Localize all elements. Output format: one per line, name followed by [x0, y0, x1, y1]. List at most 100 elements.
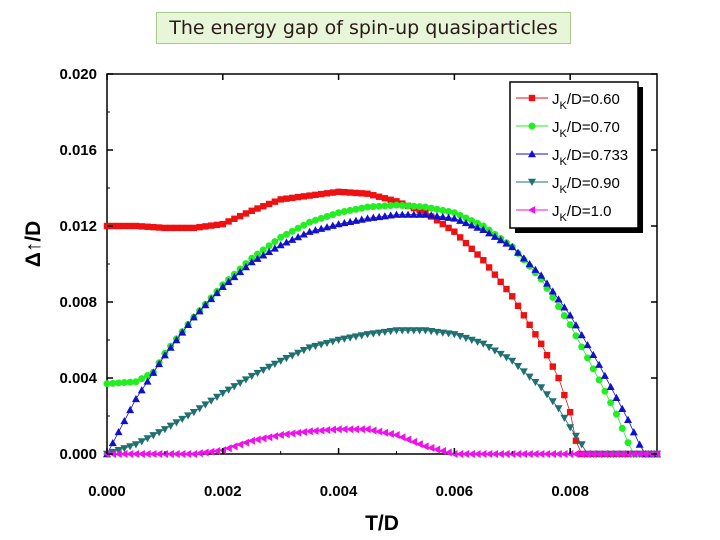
- data-point: [109, 379, 117, 387]
- data-point: [433, 212, 441, 220]
- data-point: [114, 427, 123, 436]
- data-point: [508, 357, 517, 365]
- data-point: [271, 198, 279, 205]
- data-point: [606, 382, 615, 390]
- data-point: [218, 390, 227, 398]
- data-point: [409, 210, 418, 218]
- legend-marker: [528, 94, 536, 102]
- data-point: [166, 422, 175, 430]
- data-point: [248, 207, 255, 214]
- data-point: [363, 425, 371, 434]
- data-point: [195, 307, 204, 315]
- data-point: [253, 254, 262, 262]
- data-point: [352, 205, 360, 213]
- data-point: [538, 340, 545, 347]
- data-point: [456, 333, 465, 341]
- data-point: [265, 363, 274, 371]
- data-point: [224, 277, 233, 286]
- data-point: [375, 193, 383, 200]
- data-point: [283, 195, 290, 202]
- data-point: [416, 203, 424, 211]
- data-point: [247, 258, 256, 266]
- data-point: [334, 425, 342, 434]
- data-point: [247, 436, 255, 445]
- data-point: [260, 203, 267, 210]
- data-point: [583, 340, 592, 349]
- data-point: [438, 446, 446, 455]
- data-point: [306, 218, 314, 226]
- data-point: [137, 386, 146, 394]
- data-point: [289, 194, 296, 202]
- data-point: [381, 202, 389, 210]
- data-point: [329, 211, 337, 219]
- data-point: [514, 302, 522, 309]
- data-point: [502, 450, 510, 458]
- data-point: [189, 450, 198, 458]
- data-point: [578, 343, 586, 351]
- x-tick-label: 0.004: [320, 483, 358, 500]
- data-point: [375, 212, 384, 221]
- data-point: [438, 329, 447, 337]
- data-point: [299, 427, 308, 436]
- data-point: [612, 410, 620, 418]
- data-point: [305, 427, 313, 436]
- data-point: [566, 424, 575, 432]
- data-point: [595, 376, 603, 384]
- data-point: [509, 293, 516, 300]
- data-point: [155, 450, 163, 458]
- data-point: [300, 193, 308, 200]
- data-point: [496, 236, 505, 244]
- data-point: [311, 216, 319, 224]
- data-point: [537, 450, 545, 458]
- data-point: [433, 205, 441, 213]
- data-point: [490, 450, 499, 458]
- data-point: [589, 450, 597, 458]
- data-point: [577, 441, 586, 449]
- data-point: [618, 404, 627, 412]
- data-point: [346, 425, 354, 434]
- legend-marker: [528, 150, 536, 158]
- data-point: [161, 224, 169, 232]
- data-point: [346, 206, 354, 214]
- data-point: [560, 303, 569, 311]
- data-point: [149, 368, 158, 376]
- data-point: [526, 321, 533, 328]
- data-point: [380, 212, 389, 220]
- data-point: [554, 450, 562, 458]
- data-point: [601, 387, 609, 395]
- data-point: [560, 450, 568, 458]
- data-point: [560, 414, 569, 422]
- y-tick-label: 0.008: [59, 294, 97, 311]
- x-tick-label: 0.006: [436, 483, 474, 500]
- data-point: [386, 328, 395, 336]
- series-2: [103, 210, 661, 458]
- data-point: [444, 330, 453, 338]
- data-point: [496, 450, 504, 458]
- y-tick-label: 0.000: [59, 446, 97, 463]
- data-point: [323, 213, 331, 220]
- data-point: [172, 336, 181, 344]
- x-tick-label: 0.002: [204, 483, 242, 500]
- x-axis-label: T/D: [365, 512, 399, 535]
- data-point: [514, 363, 523, 371]
- x-tick-label: 0.008: [551, 483, 589, 500]
- data-point: [479, 450, 487, 458]
- data-point: [561, 391, 568, 399]
- data-point: [444, 213, 453, 221]
- data-point: [190, 224, 198, 232]
- data-point: [555, 303, 563, 311]
- legend-entry: JK/D=0.733: [552, 147, 628, 168]
- data-point: [276, 431, 284, 439]
- data-point: [259, 246, 267, 254]
- data-point: [409, 437, 418, 446]
- data-point: [450, 331, 459, 339]
- data-point: [143, 377, 152, 385]
- data-point: [502, 239, 511, 247]
- data-point: [126, 222, 134, 230]
- data-point: [108, 438, 117, 447]
- data-point: [114, 450, 122, 458]
- data-point: [467, 336, 476, 344]
- data-point: [294, 233, 303, 241]
- data-point: [629, 450, 638, 458]
- data-point: [207, 447, 215, 456]
